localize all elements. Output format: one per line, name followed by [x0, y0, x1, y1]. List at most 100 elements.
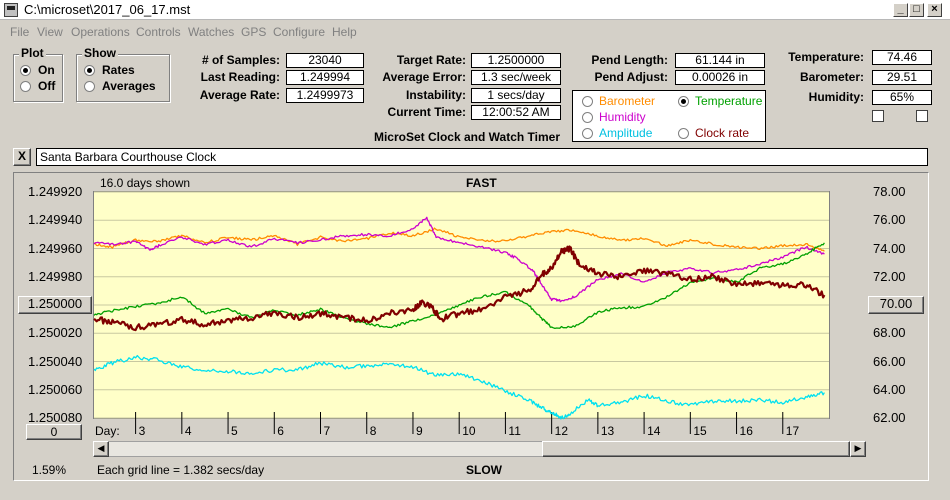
series-barometer	[93, 227, 825, 252]
x-tick-label: 16	[739, 424, 753, 438]
x-tick-label: 14	[647, 424, 661, 438]
slow-label: SLOW	[466, 463, 502, 477]
chart-panel	[13, 172, 929, 481]
x-tick-label: 15	[693, 424, 707, 438]
left-tick-label: 1.249960	[28, 240, 83, 256]
show-group-label: Show	[82, 46, 118, 60]
right-tick-label: 68.00	[873, 325, 906, 341]
chart-title-fast: FAST	[466, 176, 497, 190]
menu-configure[interactable]: Configure	[273, 25, 326, 39]
overlay-temperature-label[interactable]: Temperature	[695, 94, 763, 108]
menu-gps[interactable]: GPS	[241, 25, 267, 39]
temperature-label: Temperature:	[788, 50, 864, 64]
samples-label: # of Samples:	[201, 53, 280, 67]
left-center-button[interactable]: 1.250000	[18, 296, 92, 314]
days-shown-label: 16.0 days shown	[100, 176, 191, 190]
overlay-amplitude-radio[interactable]	[582, 128, 593, 139]
humidity-value: 65%	[872, 90, 932, 105]
plot-on-radio[interactable]	[20, 65, 31, 76]
barometer-label: Barometer:	[799, 70, 864, 84]
temperature-value: 74.46	[872, 50, 932, 65]
window-title: C:\microset\2017_06_17.mst	[24, 2, 191, 17]
zero-button[interactable]: 0	[26, 424, 82, 440]
average-rate-value: 1.2499973	[286, 88, 364, 103]
barometer-value: 29.51	[872, 70, 932, 85]
menu-controls[interactable]: Controls	[136, 25, 181, 39]
show-rates-label[interactable]: Rates	[102, 63, 135, 77]
left-tick-label: 1.249940	[28, 212, 83, 228]
humidity-label: Humidity:	[808, 90, 864, 104]
right-center-button[interactable]: 70.00	[868, 296, 924, 314]
x-tick-label: 8	[369, 424, 377, 438]
left-tick-label: 1.249980	[28, 268, 83, 284]
overlay-barometer-label[interactable]: Barometer	[599, 94, 656, 108]
instability-value: 1 secs/day	[471, 88, 561, 103]
overlay-amplitude-label[interactable]: Amplitude	[599, 126, 653, 140]
right-tick-label: 76.00	[873, 212, 906, 228]
scroll-right-button[interactable]: ▶	[850, 441, 866, 457]
pend-length-value[interactable]: 61.144 in	[675, 53, 765, 68]
show-rates-radio[interactable]	[84, 65, 95, 76]
x-axis-label: Day:	[95, 424, 120, 438]
x-tick-label: 4	[184, 424, 192, 438]
scroll-left-button[interactable]: ◀	[93, 441, 109, 457]
overlay-clock-rate-radio[interactable]	[678, 128, 689, 139]
show-averages-radio[interactable]	[84, 81, 95, 92]
clock-name-field[interactable]: Santa Barbara Courthouse Clock	[36, 148, 928, 166]
average-error-label: Average Error:	[382, 70, 466, 84]
right-tick-label: 66.00	[873, 353, 906, 369]
right-checkbox[interactable]	[916, 110, 928, 122]
last-reading-value: 1.249994	[286, 70, 364, 85]
right-tick-label: 72.00	[873, 268, 906, 284]
app-caption: MicroSet Clock and Watch Timer	[373, 130, 561, 144]
overlay-barometer-radio[interactable]	[582, 96, 593, 107]
plot-off-radio[interactable]	[20, 81, 31, 92]
right-tick-label: 62.00	[873, 410, 906, 425]
left-tick-label: 1.250020	[28, 325, 83, 341]
menu-file[interactable]: File	[10, 25, 30, 39]
series-clock-rate	[93, 245, 826, 332]
x-tick-label: 10	[462, 424, 476, 438]
menu-bar: File View Operations Controls Watches GP…	[0, 22, 950, 40]
average-rate-label: Average Rate:	[199, 88, 280, 102]
left-tick-label: 1.250060	[28, 381, 83, 397]
minimize-button[interactable]: _	[893, 3, 908, 17]
instability-label: Instability:	[405, 88, 466, 102]
overlay-humidity-label[interactable]: Humidity	[599, 110, 646, 124]
pend-adjust-label: Pend Adjust:	[594, 70, 668, 84]
x-tick-label: 11	[508, 424, 521, 438]
maximize-button[interactable]: □	[909, 3, 924, 17]
right-tick-label: 64.00	[873, 381, 906, 397]
x-tick-label: 7	[323, 424, 331, 438]
overlay-temperature-radio[interactable]	[678, 96, 689, 107]
menu-view[interactable]: View	[37, 25, 63, 39]
x-tick-label: 6	[277, 424, 284, 438]
overlay-humidity-radio[interactable]	[582, 112, 593, 123]
menu-operations[interactable]: Operations	[71, 25, 130, 39]
samples-value: 23040	[286, 53, 364, 68]
overlay-selector	[572, 90, 766, 142]
right-tick-label: 74.00	[873, 240, 906, 256]
x-tick-label: 12	[554, 424, 568, 438]
left-checkbox[interactable]	[872, 110, 884, 122]
percent-label: 1.59%	[32, 463, 67, 477]
target-rate-label: Target Rate:	[396, 53, 466, 67]
menu-help[interactable]: Help	[332, 25, 357, 39]
plot-group-label: Plot	[19, 46, 46, 60]
scroll-thumb[interactable]	[542, 441, 850, 457]
show-group	[76, 54, 170, 102]
overlay-clock-rate-label[interactable]: Clock rate	[695, 126, 750, 140]
target-rate-value[interactable]: 1.2500000	[471, 53, 561, 68]
title-bar: C:\microset\2017_06_17.mst _ □ ×	[0, 0, 950, 20]
left-tick-label: 1.250080	[28, 410, 83, 425]
plot-on-label[interactable]: On	[38, 63, 55, 77]
show-averages-label[interactable]: Averages	[102, 79, 156, 93]
left-tick-label: 1.250040	[28, 353, 83, 369]
plot-off-label[interactable]: Off	[38, 79, 56, 93]
app-icon[interactable]	[4, 3, 18, 17]
close-clock-button[interactable]: X	[13, 148, 31, 166]
x-tick-label: 3	[138, 424, 146, 438]
close-window-button[interactable]: ×	[927, 3, 942, 17]
menu-watches[interactable]: Watches	[188, 25, 235, 39]
